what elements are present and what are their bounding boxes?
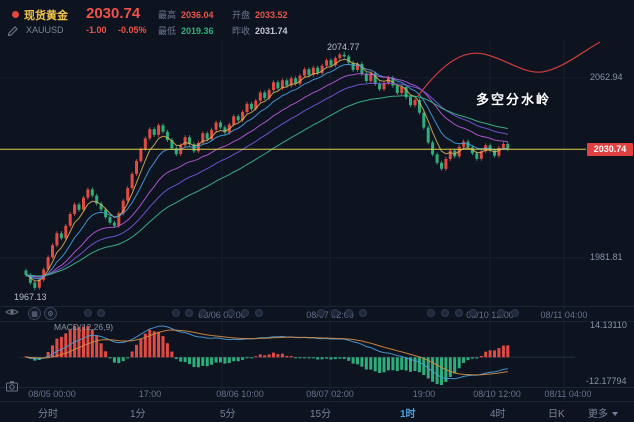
event-marker[interactable] <box>345 309 353 317</box>
price-axis-lower: 1981.81 <box>590 252 623 262</box>
time-axis-label: 08/10 12:00 <box>473 389 521 399</box>
draw-pencil-icon[interactable] <box>4 22 20 38</box>
instrument-name: 现货黄金 <box>24 10 68 22</box>
symbol-code: XAUUSD <box>26 25 64 35</box>
macd-axis-top: 14.13110 <box>590 320 627 330</box>
stat-high: 最高 2036.04 <box>158 8 214 21</box>
camera-icon[interactable] <box>4 378 20 394</box>
event-marker[interactable] <box>469 309 477 317</box>
time-axis-label: 17:00 <box>138 389 162 399</box>
period-more-button[interactable]: 更多 <box>588 405 618 420</box>
timeline-calendar-icon[interactable]: ▦ <box>28 307 41 320</box>
price-axis-upper: 2062.94 <box>590 72 623 82</box>
event-marker[interactable] <box>185 309 193 317</box>
event-marker[interactable] <box>331 309 339 317</box>
time-axis-label: 08/11 04:00 <box>540 310 588 320</box>
period-tab-6[interactable]: 4时 <box>490 409 506 420</box>
stat-low: 最低 2019.36 <box>158 24 214 37</box>
event-marker[interactable] <box>255 309 263 317</box>
stat-value-0: 2036.04 <box>181 10 214 20</box>
peak-price-label: 2074.77 <box>327 42 360 52</box>
time-axis-label: 19:00 <box>412 389 436 399</box>
period-tab-3[interactable]: 5分 <box>220 409 236 420</box>
macd-indicator-label[interactable]: MACD(12,26,9) <box>54 322 114 332</box>
event-marker[interactable] <box>511 309 519 317</box>
stat-prev-close: 昨收 2031.74 <box>232 24 288 37</box>
event-marker[interactable] <box>172 309 180 317</box>
stat-high-label: 最高 <box>158 10 177 20</box>
eye-icon[interactable] <box>4 304 20 320</box>
price-change-pct: -0.05% <box>118 25 147 35</box>
time-axis-label: 08/07 02:00 <box>306 389 354 399</box>
chevron-down-icon <box>612 412 618 417</box>
period-tab-1[interactable]: 分时 <box>38 409 58 420</box>
market-status-dot-icon <box>12 11 19 18</box>
period-more-label: 更多 <box>588 409 608 420</box>
time-axis-label: 08/06 10:00 <box>216 389 264 399</box>
stat-open: 开盘 2033.52 <box>232 8 288 21</box>
event-marker[interactable] <box>441 309 449 317</box>
last-price: 2030.74 <box>86 5 141 22</box>
event-marker[interactable] <box>497 309 505 317</box>
event-marker[interactable] <box>359 309 367 317</box>
watershed-annotation[interactable]: 多空分水岭 <box>476 92 552 107</box>
stat-low-label: 最低 <box>158 26 177 36</box>
period-tab-4[interactable]: 15分 <box>310 409 332 420</box>
event-marker[interactable] <box>241 309 249 317</box>
event-marker[interactable] <box>84 309 92 317</box>
low-price-label: 1967.13 <box>14 292 47 302</box>
stat-prev-close-label: 昨收 <box>232 26 251 36</box>
event-marker[interactable] <box>227 309 235 317</box>
stat-value-2: 2019.36 <box>181 26 214 36</box>
time-axis-label: 08/10 12:00 <box>466 310 514 320</box>
event-marker[interactable] <box>317 309 325 317</box>
macd-axis-bottom: -12.17794 <box>586 376 627 386</box>
price-change: -1.00 <box>86 25 107 35</box>
timeline-settings-icon[interactable]: ⚙ <box>44 307 57 320</box>
event-marker[interactable] <box>427 309 435 317</box>
time-axis-label: 08/05 00:00 <box>28 389 76 399</box>
stat-value-1: 2033.52 <box>255 10 288 20</box>
period-tab-7[interactable]: 日K <box>548 409 565 420</box>
stat-value-3: 2031.74 <box>255 26 288 36</box>
period-tab-2[interactable]: 1分 <box>130 409 146 420</box>
period-tab-5[interactable]: 1时 <box>400 409 416 420</box>
stat-open-label: 开盘 <box>232 10 251 20</box>
time-axis-label: 08/06 00:00 <box>198 310 246 320</box>
time-axis-label: 08/11 04:00 <box>544 389 592 399</box>
event-marker[interactable] <box>97 309 105 317</box>
current-price-badge: 2030.74 <box>587 143 633 156</box>
event-marker[interactable] <box>199 309 207 317</box>
event-marker[interactable] <box>455 309 463 317</box>
time-axis-label: 08/07 02:00 <box>306 310 354 320</box>
